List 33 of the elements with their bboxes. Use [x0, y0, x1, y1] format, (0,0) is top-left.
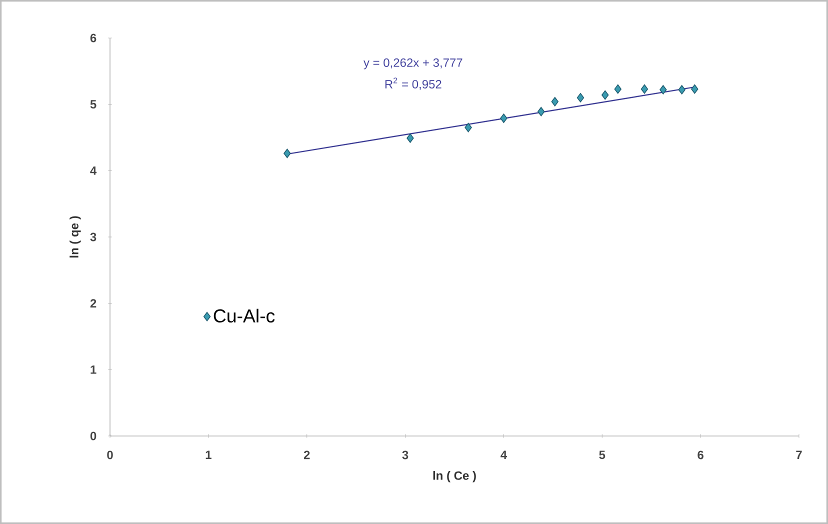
legend-label: Cu-Al-c	[214, 308, 275, 323]
y-tick-label: 3	[90, 232, 96, 242]
x-tick-label: 6	[698, 450, 704, 460]
y-tick-label: 1	[90, 366, 96, 374]
point	[660, 85, 667, 94]
point	[284, 148, 291, 158]
x-tick-label: 1	[206, 450, 212, 459]
y-axis-title: ln ( qe )	[70, 216, 81, 258]
x-tick-label: 2	[304, 450, 310, 460]
point	[614, 84, 622, 94]
x-axis-title: ln ( Ce )	[433, 471, 476, 482]
y-tick-label: 6	[90, 34, 96, 42]
y-tick-label: 0	[90, 432, 96, 440]
point	[551, 97, 558, 106]
point	[538, 106, 545, 116]
x-tick-label: 3	[402, 450, 408, 460]
point	[691, 84, 698, 94]
point	[640, 84, 648, 94]
point	[464, 122, 472, 132]
point	[678, 85, 686, 94]
point	[406, 133, 414, 143]
x-tick-label: 5	[599, 450, 606, 460]
x-tick-label: 0	[107, 450, 113, 460]
point	[576, 93, 584, 102]
x-tick-label: 7	[796, 450, 802, 459]
annotation: y = 0,262x + 3,777	[363, 58, 462, 70]
x-tick-label: 4	[500, 450, 507, 459]
annotation: R$^{2}$ = 0,952	[385, 78, 442, 90]
point	[500, 114, 508, 123]
y-tick-label: 2	[90, 299, 96, 308]
point	[601, 90, 609, 100]
y-tick-label: 5	[90, 100, 96, 109]
y-tick-label: 4	[90, 166, 97, 175]
